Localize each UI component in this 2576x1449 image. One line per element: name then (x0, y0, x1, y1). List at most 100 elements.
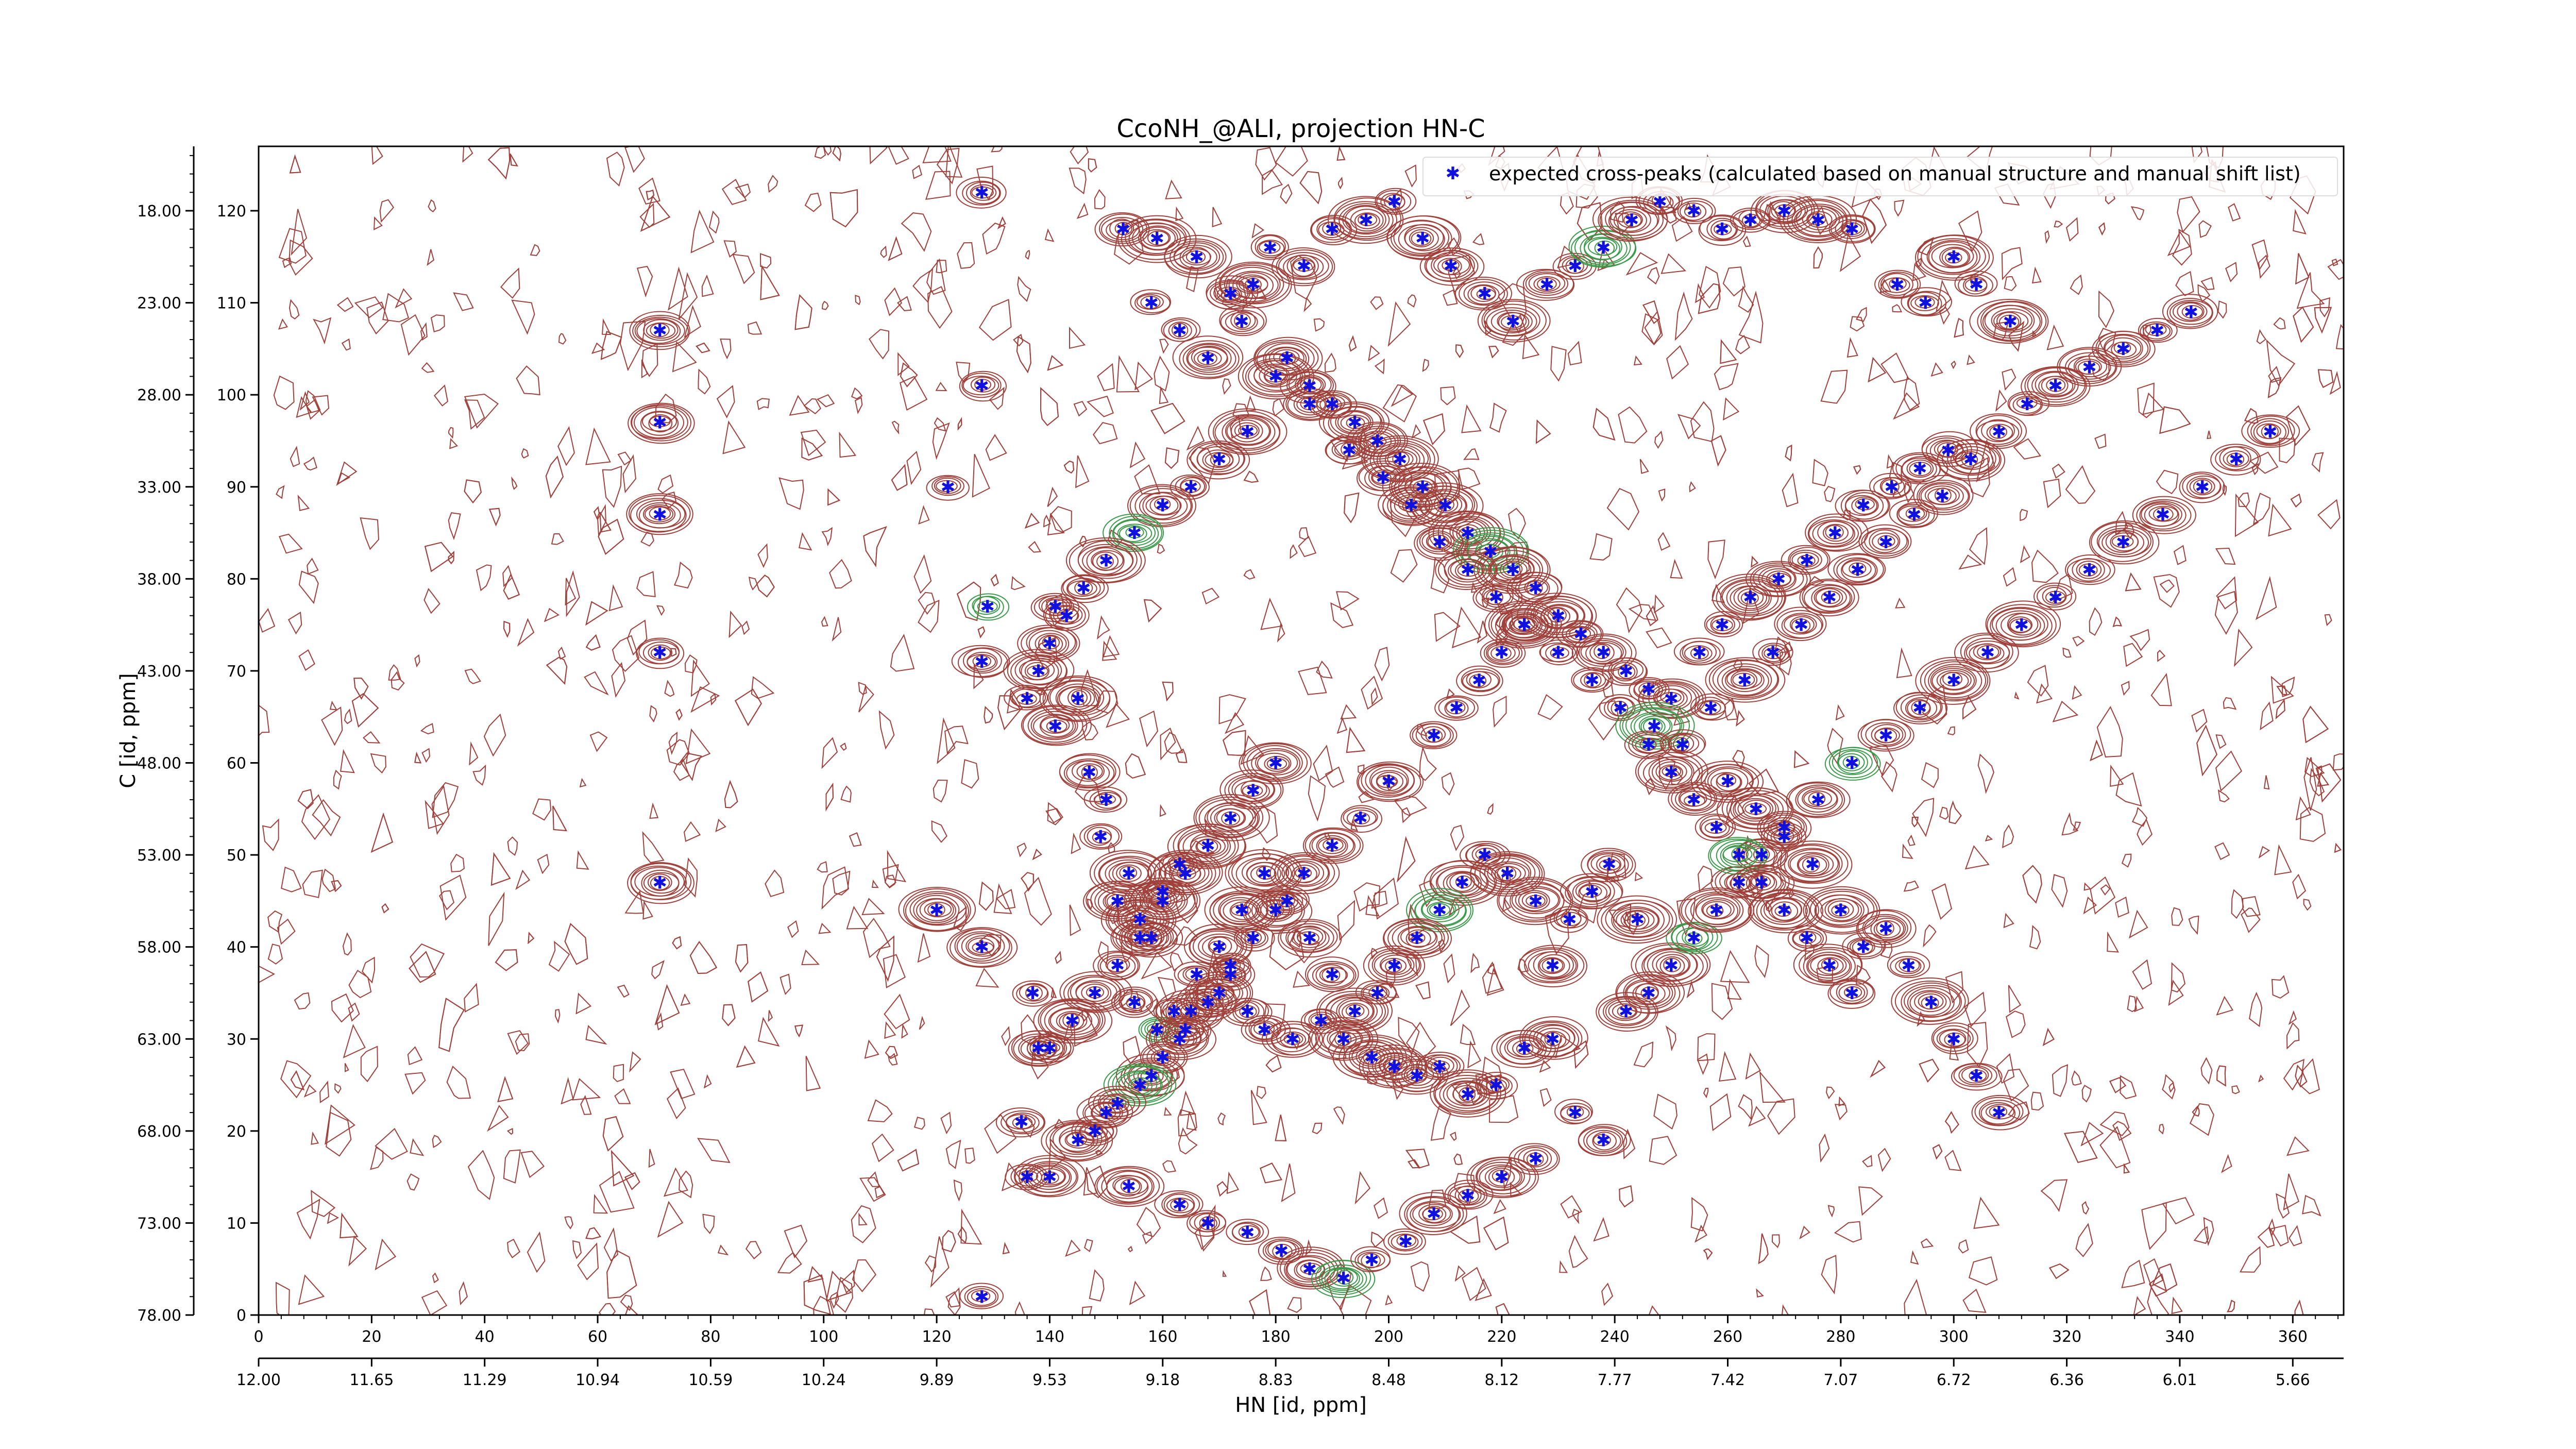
peak-contour (1592, 196, 1668, 242)
noise-contour (918, 599, 940, 633)
noise-contour (2332, 753, 2344, 771)
peak-contour (977, 600, 998, 613)
noise-contour (516, 365, 540, 396)
peak-contour (1088, 1086, 1146, 1120)
peak-contour (1869, 473, 1912, 499)
noise-contour (960, 1208, 982, 1245)
peak-contour (636, 637, 685, 669)
noise-contour (598, 518, 624, 555)
peak-contour (1498, 312, 1530, 332)
peak-marker: ✱ (1461, 1084, 1476, 1105)
noise-contour (668, 731, 678, 755)
noise-contour (1298, 666, 1327, 695)
peak-contour (1108, 1098, 1127, 1109)
noise-contour (1212, 207, 1223, 228)
peak-contour (1730, 865, 1795, 902)
peak-marker: ✱ (1364, 1048, 1379, 1068)
peak-marker: ✱ (2184, 302, 2199, 323)
x-ppm-tick-label: 7.42 (1710, 1371, 1745, 1389)
noise-contour (957, 1226, 967, 1244)
peak-contour (2148, 506, 2179, 522)
peak-marker: ✱ (1551, 643, 1566, 663)
peak-contour (1569, 627, 1591, 641)
peak-contour (1172, 323, 1189, 338)
noise-contour (2075, 1223, 2093, 1257)
peak-contour (1165, 1018, 1205, 1042)
peak-contour (2138, 317, 2178, 343)
peak-contour (1982, 305, 2041, 339)
peak-contour (1669, 734, 1694, 753)
peak-contour (1632, 734, 1667, 754)
peak-contour (1613, 906, 1660, 934)
noise-contour (891, 464, 908, 491)
noise-contour (1846, 337, 1858, 358)
peak-contour (1210, 804, 1253, 831)
peak-contour (1124, 1073, 1158, 1096)
peak-contour (1013, 1155, 1086, 1198)
noise-contour (1951, 360, 1956, 369)
peak-contour (1379, 954, 1412, 975)
noise-contour (862, 918, 891, 958)
peak-marker: ✱ (1845, 220, 1860, 240)
peak-marker: ✱ (1042, 633, 1057, 654)
noise-contour (1658, 754, 1676, 790)
peak-contour (1730, 793, 1784, 825)
peak-contour (1753, 564, 1804, 593)
noise-contour (2317, 369, 2334, 388)
noise-contour (2008, 321, 2025, 352)
noise-contour (1397, 836, 1416, 883)
peak-contour (1758, 566, 1797, 592)
peak-contour (1571, 667, 1614, 693)
peak-contour (1704, 611, 1743, 637)
noise-contour (1374, 1197, 1388, 1219)
noise-contour (1097, 363, 1115, 392)
noise-contour (925, 171, 951, 200)
peak-contour (630, 863, 692, 901)
peak-contour (1228, 775, 1276, 804)
noise-contour (2177, 196, 2200, 233)
peak-contour (1393, 220, 1449, 256)
noise-contour (745, 1241, 762, 1259)
peak-contour (1487, 644, 1516, 662)
noise-contour (736, 1045, 756, 1068)
noise-contour (2125, 572, 2142, 592)
noise-contour (2051, 874, 2068, 908)
noise-contour (821, 616, 828, 627)
peak-contour (1077, 540, 1138, 579)
peak-contour (1497, 877, 1573, 925)
peak-marker: ✱ (2048, 376, 2063, 396)
noise-contour (1186, 1111, 1197, 1131)
peak-contour (1593, 1134, 1611, 1147)
peak-contour (1449, 872, 1475, 892)
peak-contour (1777, 843, 1849, 884)
noise-contour (1995, 389, 2007, 412)
peak-contour (1170, 240, 1224, 274)
peak-contour (956, 931, 1005, 962)
peak-contour (1062, 575, 1105, 600)
peak-contour (1937, 439, 2006, 482)
peak-marker: ✱ (1234, 900, 1249, 921)
peak-marker: ✱ (1200, 348, 1215, 369)
noise-contour (337, 472, 350, 485)
noise-contour (360, 517, 380, 550)
peak-contour (970, 184, 997, 201)
peak-contour (1428, 510, 1505, 557)
peak-contour (1969, 1069, 1987, 1082)
peak-marker: ✱ (1935, 486, 1950, 507)
peak-contour (1346, 416, 1365, 430)
noise-contour (1250, 1090, 1267, 1125)
peak-contour (1380, 957, 1407, 974)
x-ppm-tick-label: 6.36 (2049, 1371, 2084, 1389)
peak-marker: ✱ (929, 900, 944, 921)
peak-contour (1910, 295, 1939, 311)
peak-marker: ✱ (1619, 661, 1634, 682)
noise-contour (1249, 1289, 1270, 1315)
noise-contour (448, 427, 454, 439)
peak-contour (919, 898, 954, 921)
noise-contour (503, 620, 511, 638)
peak-contour (1484, 1166, 1521, 1188)
peak-contour (1433, 1072, 1501, 1115)
peak-contour (1684, 645, 1713, 662)
peak-contour (1429, 903, 1450, 917)
noise-contour (1123, 1036, 1141, 1064)
